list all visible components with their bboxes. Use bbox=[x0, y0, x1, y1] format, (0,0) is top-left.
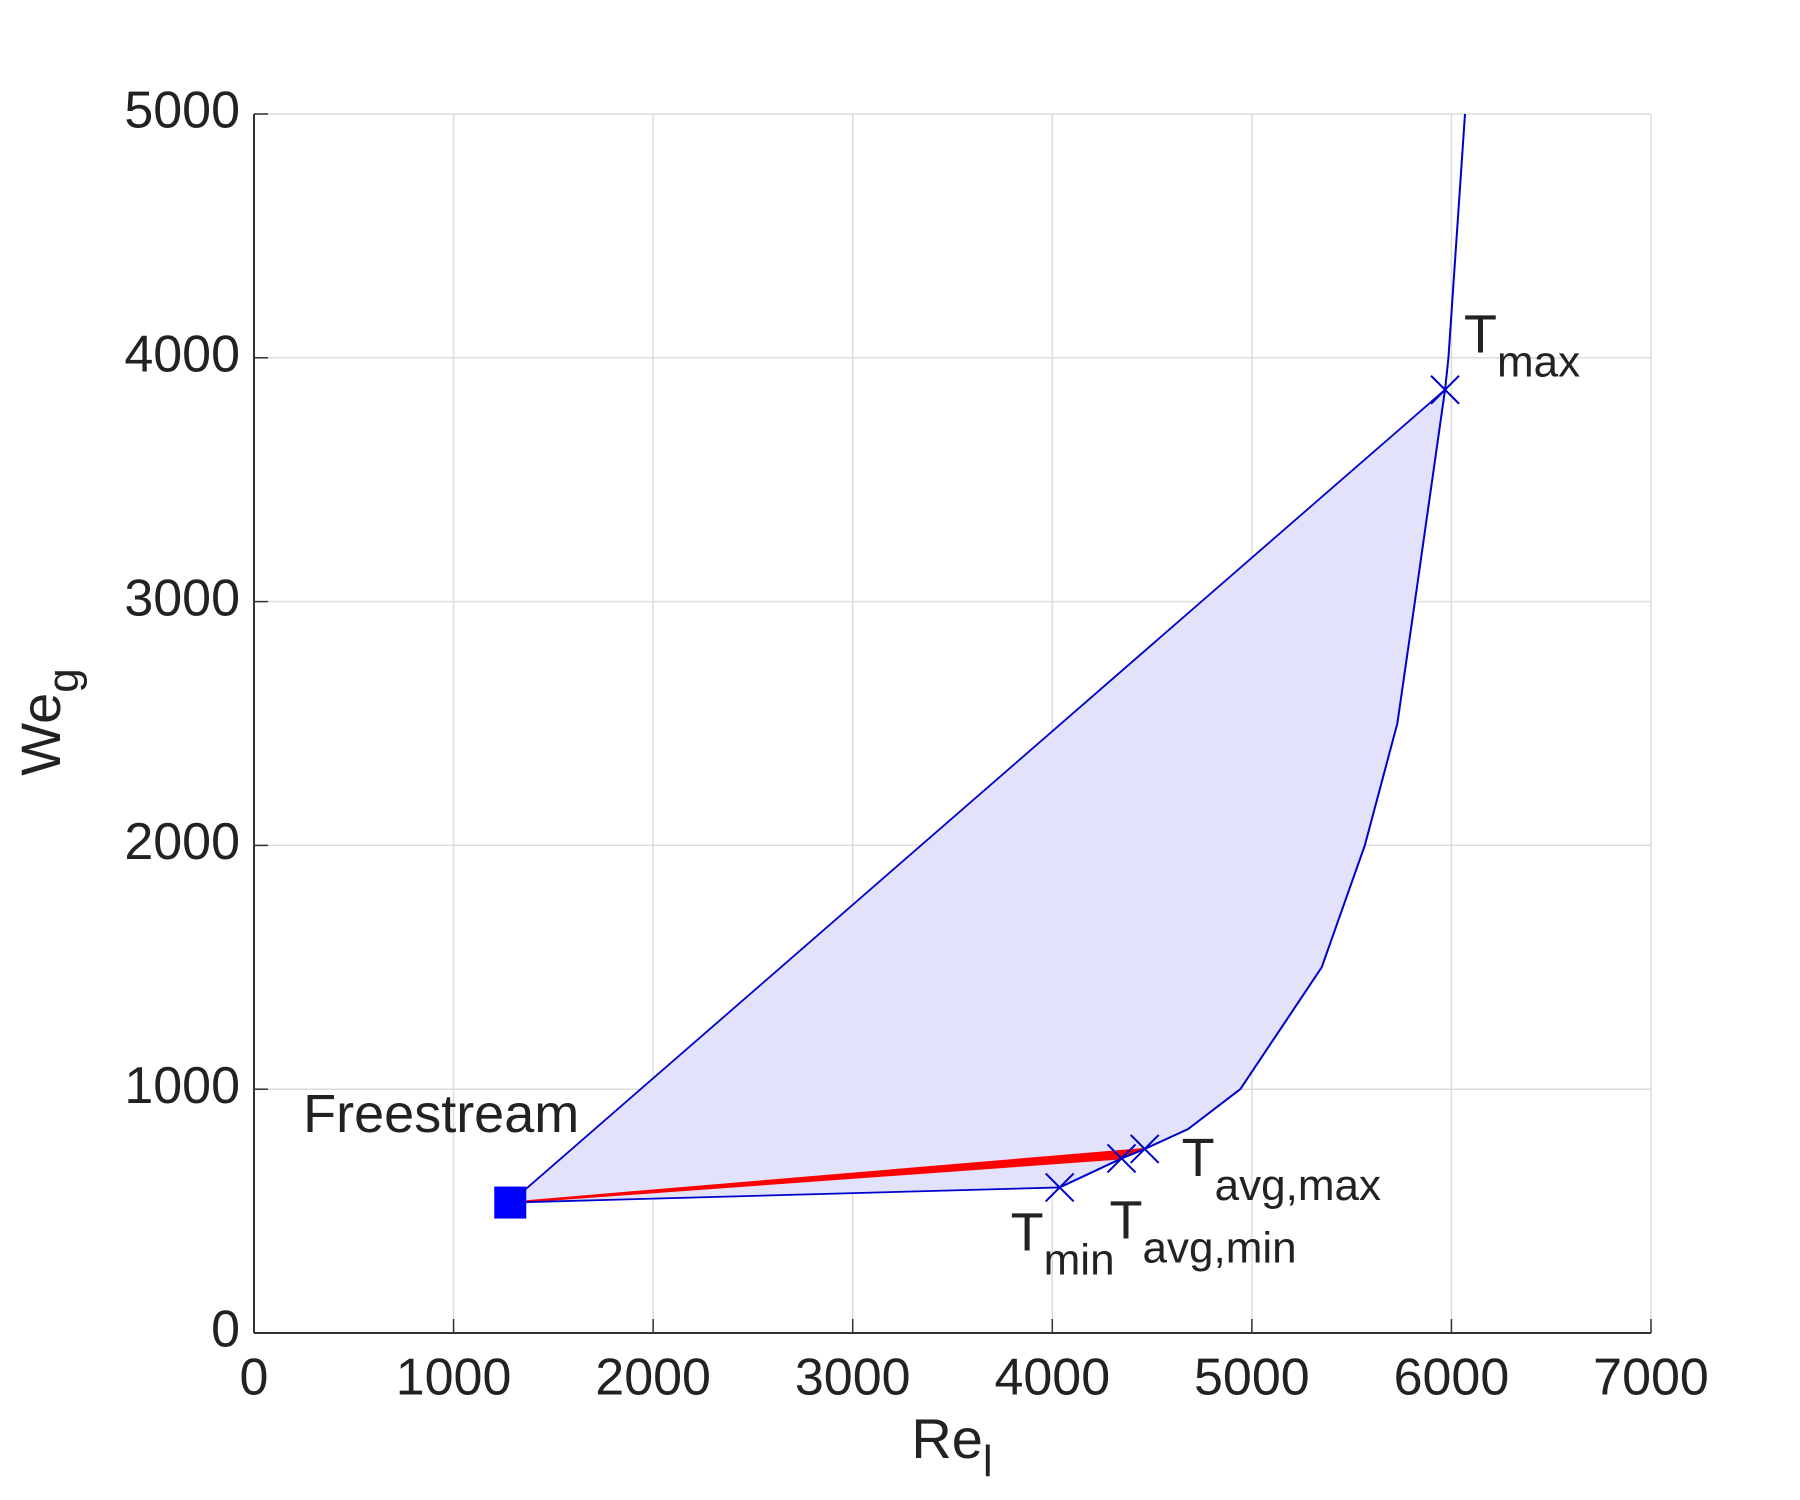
x-tick-label: 4000 bbox=[994, 1349, 1110, 1407]
marker-label: Tavg,max bbox=[1182, 1128, 1381, 1209]
x-marker bbox=[1044, 1172, 1075, 1203]
marker-label-main: T bbox=[1464, 305, 1497, 365]
x-tick-label: 1000 bbox=[396, 1349, 512, 1407]
marker-label-sub: min bbox=[1044, 1235, 1115, 1284]
marker-label-sub: avg,min bbox=[1143, 1223, 1297, 1272]
x-tick-label: 3000 bbox=[795, 1349, 911, 1407]
x-axis-label: Rel bbox=[911, 1407, 992, 1486]
marker-label: Tmin bbox=[1011, 1203, 1115, 1284]
x-tick-label: 7000 bbox=[1593, 1349, 1709, 1407]
freestream-line bbox=[509, 389, 1446, 1204]
x-tick-label: 6000 bbox=[1394, 1349, 1510, 1407]
marker-label-sub: avg,max bbox=[1215, 1161, 1381, 1210]
marker-label-main: T bbox=[1110, 1191, 1143, 1251]
marker-label: Tavg,min bbox=[1110, 1191, 1297, 1272]
y-axis-label: Weg bbox=[9, 668, 88, 775]
marker-label: Tmax bbox=[1464, 305, 1580, 386]
x-tick-label: 2000 bbox=[595, 1349, 711, 1407]
y-tick-label: 0 bbox=[211, 1301, 240, 1359]
freestream-marker bbox=[494, 1186, 527, 1219]
marker-label-sub: max bbox=[1497, 337, 1580, 386]
marker-label-main: T bbox=[1182, 1128, 1215, 1188]
curve bbox=[1059, 113, 1466, 1189]
x-marker bbox=[1106, 1143, 1137, 1174]
y-tick-label: 1000 bbox=[124, 1057, 240, 1115]
x-tick-label: 0 bbox=[240, 1349, 269, 1407]
freestream-label: Freestream bbox=[303, 1084, 579, 1144]
y-tick-label: 5000 bbox=[124, 82, 240, 140]
freestream-line bbox=[510, 1186, 1060, 1204]
x-marker bbox=[1129, 1134, 1160, 1164]
y-tick-label: 3000 bbox=[124, 569, 240, 627]
x-tick-label: 5000 bbox=[1194, 1349, 1310, 1407]
y-tick-label: 4000 bbox=[124, 326, 240, 384]
marker-label-main: T bbox=[1011, 1203, 1044, 1263]
y-tick-label: 2000 bbox=[124, 813, 240, 871]
x-marker bbox=[1430, 375, 1460, 405]
